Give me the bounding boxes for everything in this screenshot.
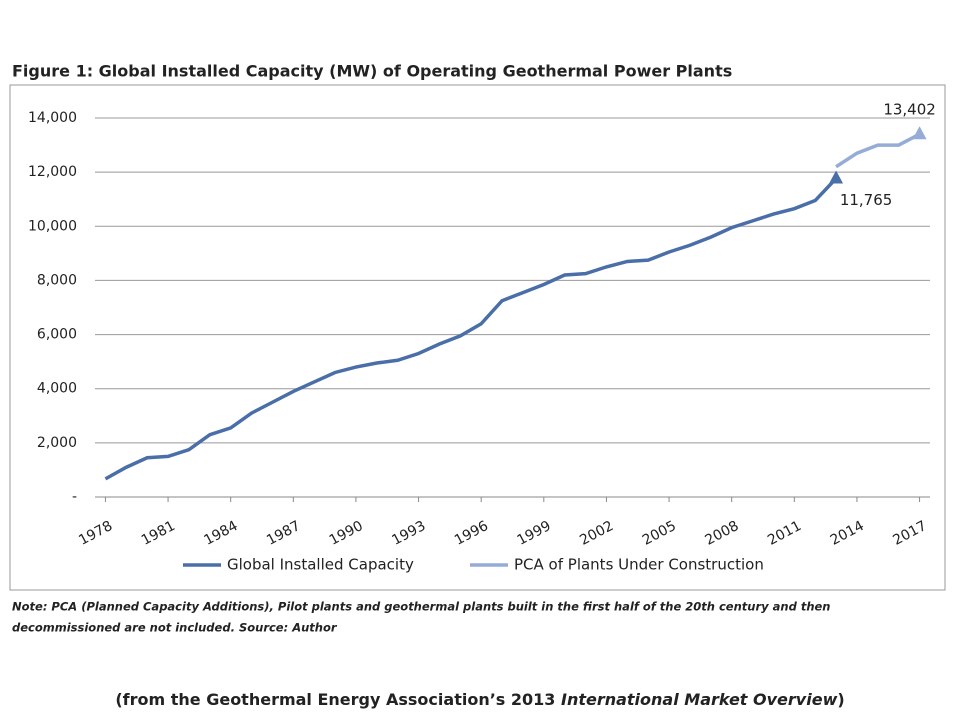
- x-tick-label: 2002: [577, 518, 616, 549]
- note: decommissioned are not included. Source:…: [12, 621, 338, 635]
- legend-label: Global Installed Capacity: [227, 556, 414, 574]
- x-tick-label: 2014: [828, 518, 867, 549]
- y-tick-label: 12,000: [28, 164, 77, 180]
- y-tick-label: 6,000: [37, 327, 77, 343]
- y-tick-label: -: [72, 489, 77, 505]
- x-tick-label: 1996: [452, 518, 491, 549]
- y-tick-label: 2,000: [37, 435, 77, 451]
- chart-title: Figure 1: Global Installed Capacity (MW)…: [12, 62, 732, 81]
- legend-label: PCA of Plants Under Construction: [514, 556, 764, 574]
- y-tick-label: 8,000: [37, 272, 77, 288]
- x-tick-label: 1990: [327, 518, 366, 549]
- x-tick-label: 1981: [139, 518, 178, 549]
- source: (from the Geothermal Energy Association’…: [115, 690, 844, 709]
- y-tick-label: 4,000: [37, 381, 77, 397]
- x-tick-label: 2005: [640, 518, 679, 549]
- chart-frame: [9, 84, 946, 591]
- x-tick-label: 1999: [515, 518, 554, 549]
- source-text: (from the Geothermal Energy Association’…: [115, 690, 561, 709]
- value-label: 11,765: [840, 191, 893, 209]
- x-tick-label: 2011: [765, 518, 804, 549]
- y-tick-label: 10,000: [28, 218, 77, 234]
- x-tick-label: 1978: [76, 518, 115, 549]
- x-tick-label: 2017: [890, 518, 929, 549]
- x-tick-label: 1993: [389, 518, 428, 549]
- series-line: [104, 177, 838, 481]
- series-line: [835, 132, 921, 169]
- end-marker: [829, 170, 844, 184]
- x-tick-label: 1984: [201, 518, 240, 549]
- x-tick-label: 2008: [702, 518, 741, 549]
- source-text: ): [837, 690, 844, 709]
- x-tick-label: 1987: [264, 518, 303, 549]
- source-title: International Market Overview: [561, 690, 838, 709]
- y-tick-label: 14,000: [28, 110, 77, 126]
- value-label: 13,402: [883, 101, 936, 119]
- end-marker: [912, 126, 927, 140]
- note: Note: PCA (Planned Capacity Additions), …: [12, 600, 831, 614]
